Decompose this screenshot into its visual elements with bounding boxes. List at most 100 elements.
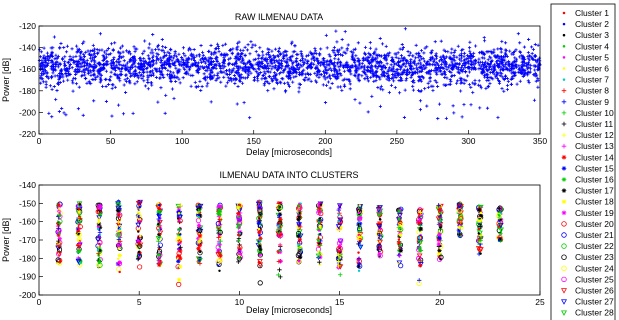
legend-marker <box>561 299 567 305</box>
raw-data-point <box>502 77 506 81</box>
cluster-point <box>297 220 302 226</box>
raw-data-point <box>443 83 448 88</box>
cluster-point <box>95 237 101 243</box>
raw-data-point <box>189 48 193 52</box>
raw-data-point <box>219 66 223 71</box>
cluster-point <box>117 260 123 265</box>
legend-item: Cluster 5 <box>562 52 609 62</box>
raw-data-point <box>228 61 232 66</box>
raw-data-point <box>182 52 186 56</box>
cluster-point <box>399 208 402 211</box>
raw-data-point <box>334 29 338 33</box>
cluster-point <box>296 229 303 235</box>
raw-data-point <box>254 50 258 54</box>
raw-data-point <box>514 59 518 63</box>
cluster-point <box>116 243 122 249</box>
raw-data-point <box>160 69 164 73</box>
legend-label: Cluster 23 <box>575 252 614 262</box>
raw-data-point <box>42 54 46 58</box>
raw-data-point <box>189 84 193 88</box>
raw-data-point <box>123 78 127 82</box>
raw-data-point <box>280 59 284 63</box>
raw-data-point <box>294 69 298 74</box>
raw-data-point <box>172 96 176 101</box>
raw-data-point <box>353 97 357 102</box>
raw-data-point <box>168 57 172 62</box>
cluster-point <box>357 220 361 224</box>
cluster-point <box>398 232 403 237</box>
raw-data-point <box>234 59 239 63</box>
raw-data-point <box>116 76 120 80</box>
raw-data-point <box>526 73 530 77</box>
cluster-point <box>255 239 262 245</box>
raw-data-point <box>459 68 463 72</box>
raw-data-point <box>206 59 210 63</box>
raw-data-point <box>202 59 206 64</box>
legend-item: Cluster 4 <box>562 41 609 51</box>
raw-data-point <box>433 79 437 83</box>
raw-data-point <box>55 88 59 93</box>
raw-data-point <box>442 54 446 58</box>
legend-marker <box>561 121 567 127</box>
raw-data-point <box>117 56 121 60</box>
raw-data-point <box>495 70 499 74</box>
cluster-point <box>438 209 444 215</box>
raw-data-point <box>238 54 242 58</box>
raw-data-point <box>77 68 81 72</box>
raw-data-point <box>190 62 194 66</box>
raw-data-point <box>172 74 177 78</box>
raw-data-point <box>324 83 329 88</box>
cluster-point <box>55 229 61 235</box>
cluster-point <box>218 269 221 273</box>
raw-data-point <box>287 84 292 89</box>
cluster-point <box>477 216 483 223</box>
raw-data-point <box>459 89 463 93</box>
raw-data-point <box>469 57 473 61</box>
raw-data-point <box>342 50 346 54</box>
raw-data-point <box>462 51 467 55</box>
raw-data-point <box>92 47 97 51</box>
raw-data-point <box>272 60 277 64</box>
raw-data-point <box>460 77 464 81</box>
raw-data-point <box>488 75 492 80</box>
raw-data-point <box>279 61 283 66</box>
raw-data-point <box>380 65 384 69</box>
cluster-point <box>115 208 121 213</box>
raw-data-point <box>244 70 248 74</box>
raw-data-point <box>535 60 539 64</box>
raw-data-point <box>80 70 84 74</box>
cluster-point <box>115 261 121 267</box>
raw-data-point <box>151 73 156 77</box>
cluster-point <box>177 243 180 246</box>
raw-data-point <box>500 75 504 79</box>
raw-data-point <box>484 86 488 91</box>
raw-data-point <box>168 70 173 74</box>
cluster-point <box>396 252 402 258</box>
raw-data-point <box>49 75 54 79</box>
raw-data-point <box>75 67 80 71</box>
raw-data-point <box>495 54 499 58</box>
raw-data-point <box>236 52 241 56</box>
raw-data-point <box>445 67 449 71</box>
raw-data-point <box>150 48 154 52</box>
raw-data-point <box>112 60 116 65</box>
raw-data-point <box>363 71 367 75</box>
raw-data-point <box>304 75 308 80</box>
raw-data-point <box>147 56 151 60</box>
cluster-point <box>497 236 503 242</box>
raw-data-point <box>453 59 457 63</box>
raw-data-point <box>146 63 150 67</box>
raw-data-point <box>154 61 158 65</box>
raw-data-point <box>116 103 121 107</box>
raw-data-point <box>533 54 538 58</box>
raw-data-point <box>301 72 305 76</box>
raw-data-point <box>196 84 200 88</box>
raw-data-point <box>214 63 219 67</box>
cluster-point <box>137 217 143 223</box>
raw-data-point <box>492 66 496 70</box>
raw-data-point <box>421 76 426 80</box>
cluster-point <box>457 225 462 230</box>
cluster-point <box>357 244 364 250</box>
raw-data-point <box>100 48 104 52</box>
